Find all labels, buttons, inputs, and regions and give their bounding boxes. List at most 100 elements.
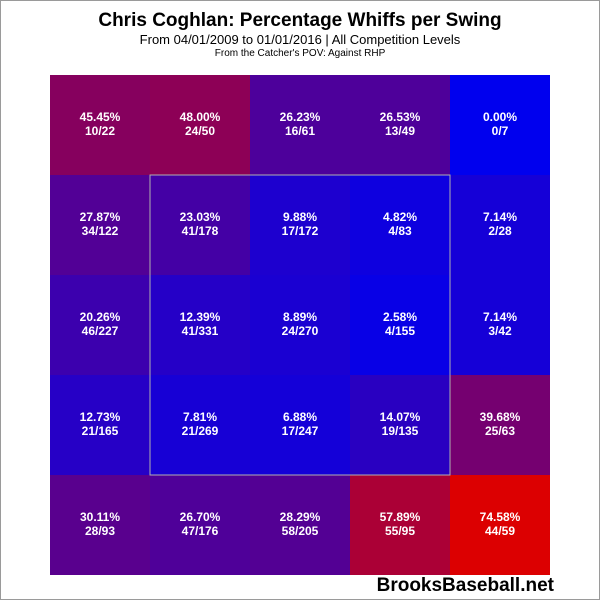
heatmap-cell-fill	[250, 175, 350, 275]
cell-ratio-label: 21/269	[182, 424, 219, 438]
cell-percentage-label: 23.03%	[180, 210, 221, 224]
cell-ratio-label: 19/135	[382, 424, 419, 438]
heatmap-cell: 0.00%0/7	[450, 75, 550, 175]
heatmap-cell: 7.14%3/42	[450, 275, 550, 375]
heatmap-cell: 12.73%21/165	[50, 375, 150, 475]
cell-ratio-label: 17/247	[282, 424, 319, 438]
cell-percentage-label: 20.26%	[80, 310, 121, 324]
cell-percentage-label: 74.58%	[480, 510, 521, 524]
heatmap-cell: 48.00%24/50	[150, 75, 250, 175]
heatmap-cell-fill	[150, 175, 250, 275]
heatmap-cell: 26.53%13/49	[350, 75, 450, 175]
cell-percentage-label: 14.07%	[380, 410, 421, 424]
cell-percentage-label: 2.58%	[383, 310, 417, 324]
cell-percentage-label: 26.23%	[280, 110, 321, 124]
heatmap-cell-fill	[350, 375, 450, 475]
heatmap-cell-fill	[50, 475, 150, 575]
cell-percentage-label: 4.82%	[383, 210, 417, 224]
cell-ratio-label: 4/155	[385, 324, 415, 338]
cell-percentage-label: 12.39%	[180, 310, 221, 324]
cell-percentage-label: 26.70%	[180, 510, 221, 524]
cell-ratio-label: 28/93	[85, 524, 115, 538]
cell-ratio-label: 25/63	[485, 424, 515, 438]
heatmap-cell-fill	[150, 375, 250, 475]
heatmap-cell-fill	[450, 275, 550, 375]
cell-percentage-label: 39.68%	[480, 410, 521, 424]
cell-ratio-label: 24/270	[282, 324, 319, 338]
cell-percentage-label: 48.00%	[180, 110, 221, 124]
heatmap-cell-fill	[50, 275, 150, 375]
heatmap-cell-fill	[450, 375, 550, 475]
heatmap-cell-fill	[150, 75, 250, 175]
cell-ratio-label: 24/50	[185, 124, 215, 138]
cell-percentage-label: 57.89%	[380, 510, 421, 524]
cell-percentage-label: 45.45%	[80, 110, 121, 124]
cell-percentage-label: 26.53%	[380, 110, 421, 124]
cell-ratio-label: 17/172	[282, 224, 319, 238]
heatmap-cell: 14.07%19/135	[350, 375, 450, 475]
heatmap-cell-fill	[250, 75, 350, 175]
heatmap-cell: 30.11%28/93	[50, 475, 150, 575]
heatmap-cell-fill	[50, 375, 150, 475]
brooksbaseball-watermark: BrooksBaseball.net	[376, 575, 554, 596]
heatmap-cell: 7.14%2/28	[450, 175, 550, 275]
cell-ratio-label: 2/28	[488, 224, 512, 238]
heatmap-cell: 6.88%17/247	[250, 375, 350, 475]
cell-ratio-label: 34/122	[82, 224, 119, 238]
cell-percentage-label: 7.81%	[183, 410, 217, 424]
heatmap-cell-fill	[350, 475, 450, 575]
cell-ratio-label: 21/165	[82, 424, 119, 438]
heatmap-cell-fill	[150, 475, 250, 575]
strike-zone-outline	[149, 174, 451, 476]
cell-ratio-label: 13/49	[385, 124, 415, 138]
heatmap-cell-fill	[350, 175, 450, 275]
heatmap-cells: 45.45%10/2248.00%24/5026.23%16/6126.53%1…	[50, 75, 550, 575]
heatmap-cell-fill	[50, 175, 150, 275]
cell-percentage-label: 30.11%	[80, 510, 120, 524]
heatmap-cell-fill	[450, 175, 550, 275]
heatmap-cell: 12.39%41/331	[150, 275, 250, 375]
cell-ratio-label: 47/176	[182, 524, 219, 538]
chart-perspective-note: From the Catcher's POV: Against RHP	[214, 48, 386, 59]
heatmap-cell-fill	[250, 375, 350, 475]
cell-ratio-label: 0/7	[492, 124, 509, 138]
heatmap-cell: 27.87%34/122	[50, 175, 150, 275]
heatmap-cell-fill	[350, 75, 450, 175]
heatmap-cell-fill	[250, 275, 350, 375]
cell-percentage-label: 9.88%	[283, 210, 317, 224]
heatmap-cell-fill	[450, 75, 550, 175]
cell-ratio-label: 4/83	[388, 224, 412, 238]
heatmap-cell-fill	[150, 275, 250, 375]
heatmap-cell: 9.88%17/172	[250, 175, 350, 275]
cell-percentage-label: 6.88%	[283, 410, 317, 424]
heatmap-cell: 20.26%46/227	[50, 275, 150, 375]
cell-ratio-label: 44/59	[485, 524, 515, 538]
heatmap-cell-fill	[250, 475, 350, 575]
heatmap-cell: 23.03%41/178	[150, 175, 250, 275]
heatmap-cell: 28.29%58/205	[250, 475, 350, 575]
chart-subtitle: From 04/01/2009 to 01/01/2016 | All Comp…	[139, 32, 461, 47]
cell-ratio-label: 46/227	[82, 324, 119, 338]
heatmap-cell-fill	[50, 75, 150, 175]
cell-percentage-label: 8.89%	[283, 310, 317, 324]
cell-percentage-label: 7.14%	[483, 210, 517, 224]
heatmap-cell: 26.70%47/176	[150, 475, 250, 575]
cell-percentage-label: 27.87%	[80, 210, 121, 224]
heatmap-cell: 7.81%21/269	[150, 375, 250, 475]
heatmap-cell: 74.58%44/59	[450, 475, 550, 575]
heatmap-cell: 2.58%4/155	[350, 275, 450, 375]
heatmap-cell: 26.23%16/61	[250, 75, 350, 175]
cell-ratio-label: 55/95	[385, 524, 415, 538]
heatmap-cell-fill	[450, 475, 550, 575]
cell-ratio-label: 10/22	[85, 124, 115, 138]
heatmap-cell-fill	[350, 275, 450, 375]
cell-percentage-label: 12.73%	[80, 410, 121, 424]
heatmap-cell: 8.89%24/270	[250, 275, 350, 375]
heatmap-cell: 57.89%55/95	[350, 475, 450, 575]
cell-ratio-label: 58/205	[282, 524, 319, 538]
cell-ratio-label: 41/178	[182, 224, 219, 238]
heatmap-cell: 4.82%4/83	[350, 175, 450, 275]
cell-ratio-label: 3/42	[488, 324, 512, 338]
cell-percentage-label: 0.00%	[483, 110, 517, 124]
